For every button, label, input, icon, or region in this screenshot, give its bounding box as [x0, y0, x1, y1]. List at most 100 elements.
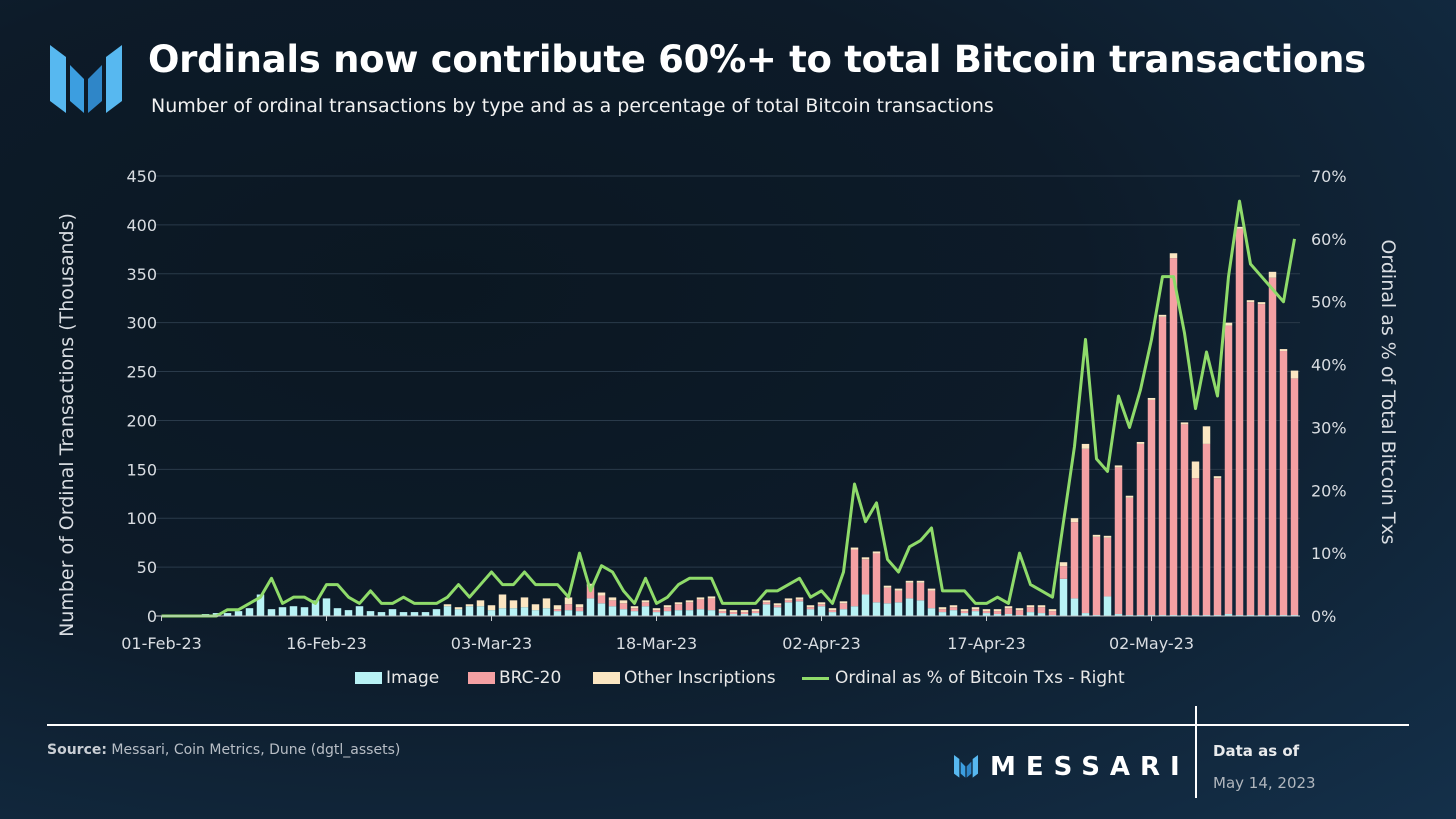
- bar-image: [245, 608, 254, 616]
- y2-tick-label: 60%: [1311, 230, 1347, 249]
- bar-other: [1026, 605, 1035, 608]
- bar-image: [355, 606, 364, 616]
- y2-tick-label: 50%: [1311, 293, 1347, 312]
- bar-image: [619, 609, 628, 616]
- bar-image: [608, 606, 617, 616]
- bar-image: [1037, 613, 1046, 616]
- bar-brc20: [1037, 607, 1046, 614]
- bar-other: [894, 588, 903, 591]
- legend-line-label: Ordinal as % of Bitcoin Txs - Right: [835, 668, 1125, 688]
- bar-brc20: [641, 602, 650, 607]
- bar-brc20: [1246, 302, 1255, 616]
- y2-axis-title: Ordinal as % of Total Bitcoin Txs: [1377, 239, 1399, 544]
- bar-image: [817, 606, 826, 616]
- bar-other: [883, 585, 892, 588]
- bar-other: [454, 607, 463, 610]
- bar-other: [1290, 370, 1299, 379]
- bar-brc20: [1092, 536, 1101, 616]
- y2-tick-label: 20%: [1311, 481, 1347, 500]
- bar-other: [1224, 322, 1233, 326]
- source-note: Source: Messari, Coin Metrics, Dune (dgt…: [47, 742, 400, 758]
- percent-line: [161, 199, 1296, 618]
- bar-brc20: [1257, 304, 1266, 616]
- bar-brc20: [993, 611, 1002, 615]
- bar-brc20: [806, 607, 815, 610]
- bar-brc20: [773, 605, 782, 608]
- footer-divider: [47, 724, 1409, 726]
- bar-image: [377, 612, 386, 616]
- y2-tick-label: 10%: [1311, 544, 1347, 563]
- bar-brc20: [575, 607, 584, 612]
- bar-brc20: [982, 611, 991, 614]
- chart-subtitle: Number of ordinal transactions by type a…: [151, 95, 994, 117]
- bar-other: [740, 610, 749, 613]
- bar-other: [674, 602, 683, 605]
- bar-brc20: [828, 610, 837, 613]
- bar-other: [762, 600, 771, 603]
- bar-image: [487, 610, 496, 616]
- bar-other: [531, 604, 540, 611]
- bar-brc20: [795, 599, 804, 602]
- legend-brc20-swatch: [468, 672, 495, 684]
- x-tick-label: 01-Feb-23: [121, 634, 202, 653]
- x-tick-label: 18-Mar-23: [616, 634, 697, 653]
- bar-brc20: [674, 604, 683, 611]
- bar-image: [1004, 614, 1013, 616]
- bar-image: [289, 606, 298, 616]
- bar-other: [828, 608, 837, 611]
- bar-image: [729, 614, 738, 616]
- bar-brc20: [1290, 378, 1299, 616]
- y-tick-label: 300: [126, 314, 157, 333]
- bar-image: [916, 600, 925, 616]
- bar-other: [564, 597, 573, 605]
- bar-brc20: [839, 603, 848, 610]
- bar-image: [443, 606, 452, 616]
- bar-brc20: [707, 598, 716, 611]
- legend-other-swatch: [593, 672, 620, 684]
- bar-image: [663, 611, 672, 616]
- bar-brc20: [883, 587, 892, 604]
- bar-brc20: [762, 602, 771, 605]
- bar-other: [1114, 465, 1123, 468]
- x-tick-label: 17-Apr-23: [947, 634, 1026, 653]
- data-as-of-label: Data as of: [1213, 742, 1300, 760]
- bar-other: [1092, 534, 1101, 537]
- bar-brc20: [619, 603, 628, 610]
- bar-other: [1048, 609, 1057, 612]
- bar-brc20: [784, 600, 793, 603]
- bar-other: [1059, 562, 1068, 567]
- bar-brc20: [1114, 467, 1123, 615]
- bar-brc20: [740, 612, 749, 615]
- bar-brc20: [1180, 424, 1189, 616]
- bar-image: [773, 607, 782, 616]
- bar-other: [575, 604, 584, 608]
- footer-vertical-divider: [1195, 706, 1197, 798]
- bar-other: [1103, 535, 1112, 538]
- bar-image: [333, 608, 342, 616]
- bar-image: [1059, 578, 1068, 616]
- bar-brc20: [1191, 478, 1200, 616]
- bar-other: [641, 600, 650, 603]
- legend-line-swatch: [802, 676, 829, 680]
- legend-brc20-label: BRC-20: [499, 668, 562, 688]
- bar-other: [861, 557, 870, 560]
- bar-image: [960, 613, 969, 616]
- bar-brc20: [608, 600, 617, 607]
- bar-image: [1026, 612, 1035, 616]
- bar-other: [850, 547, 859, 550]
- series-line-percent: [161, 199, 1296, 618]
- x-tick-label: 16-Feb-23: [286, 634, 367, 653]
- bar-brc20: [905, 582, 914, 599]
- bar-other: [1070, 518, 1079, 523]
- bar-other: [916, 580, 925, 583]
- bar-other: [905, 580, 914, 583]
- bar-other: [498, 594, 507, 609]
- bar-image: [575, 611, 584, 616]
- bar-brc20: [1169, 258, 1178, 616]
- bar-other: [630, 606, 639, 609]
- bar-other: [586, 583, 595, 587]
- bar-brc20: [663, 607, 672, 612]
- bar-other: [784, 598, 793, 601]
- bar-brc20: [1202, 443, 1211, 616]
